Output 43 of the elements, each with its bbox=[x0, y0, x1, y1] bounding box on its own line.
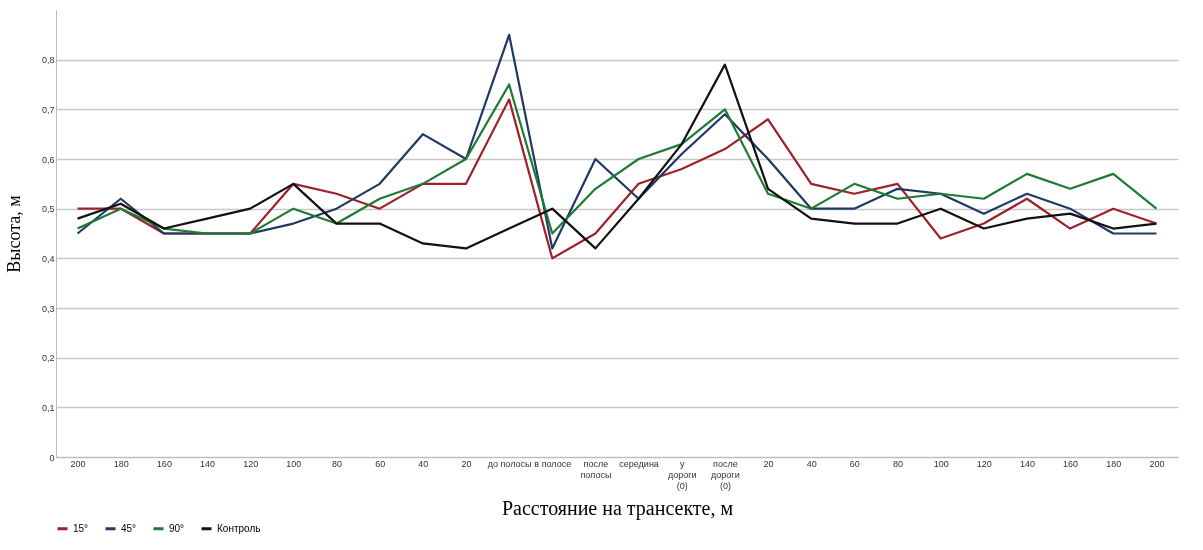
legend-label: 90° bbox=[169, 522, 185, 534]
y-tick-label: 0,5 bbox=[41, 204, 55, 215]
x-tick-label: 60 bbox=[375, 458, 386, 469]
x-tick-label: 140 bbox=[200, 458, 216, 469]
x-tick-label: 120 bbox=[976, 458, 992, 469]
y-tick-label: 0,1 bbox=[41, 402, 55, 413]
x-tick-label: 60 bbox=[849, 458, 860, 469]
y-tick-label: 0,6 bbox=[41, 154, 55, 165]
x-tick-label: 40 bbox=[418, 458, 429, 469]
x-tick-label: 160 bbox=[156, 458, 172, 469]
y-tick-label: 0,4 bbox=[41, 253, 55, 264]
x-tick-label: 200 bbox=[1149, 458, 1165, 469]
x-tick-label: 20 bbox=[461, 458, 472, 469]
legend-label: 15° bbox=[73, 522, 89, 534]
line-series bbox=[76, 83, 1158, 235]
x-tick-label: в полосе bbox=[534, 458, 572, 469]
x-tick-label: 40 bbox=[806, 458, 817, 469]
y-tick-label: 0,8 bbox=[41, 55, 55, 66]
y-axis-title: Высота, м bbox=[3, 195, 24, 273]
x-tick-label: 200 bbox=[70, 458, 86, 469]
y-tick-label: 0 bbox=[49, 452, 55, 463]
y-tick-label: 0,7 bbox=[41, 104, 55, 115]
x-tick-label: середина bbox=[619, 458, 659, 469]
x-tick-label: 160 bbox=[1063, 458, 1079, 469]
x-tick-label: 20 bbox=[763, 458, 774, 469]
legend-label: 45° bbox=[121, 522, 137, 534]
x-tick-label: 80 bbox=[892, 458, 904, 469]
x-tick-label: после дороги (0) bbox=[711, 458, 740, 491]
x-tick-label: 180 bbox=[1106, 458, 1122, 469]
line-series bbox=[76, 98, 1158, 260]
x-tick-label: 100 bbox=[286, 458, 302, 469]
y-tick-label: 0,2 bbox=[41, 353, 55, 364]
x-tick-label: 180 bbox=[113, 458, 129, 469]
x-axis-title: Расстояние на трансекте, м bbox=[501, 496, 734, 520]
x-tick-label: 140 bbox=[1019, 458, 1035, 469]
x-tick-label: 100 bbox=[933, 458, 949, 469]
x-tick-label: до полосы bbox=[487, 458, 532, 469]
x-tick-label: после полосы bbox=[580, 458, 612, 480]
legend-label: Контроль bbox=[217, 522, 261, 534]
x-tick-label: 80 bbox=[331, 458, 343, 469]
x-tick-label: у дороги (0) bbox=[667, 458, 697, 491]
x-tick-label: 120 bbox=[243, 458, 259, 469]
y-tick-label: 0,3 bbox=[41, 303, 55, 314]
